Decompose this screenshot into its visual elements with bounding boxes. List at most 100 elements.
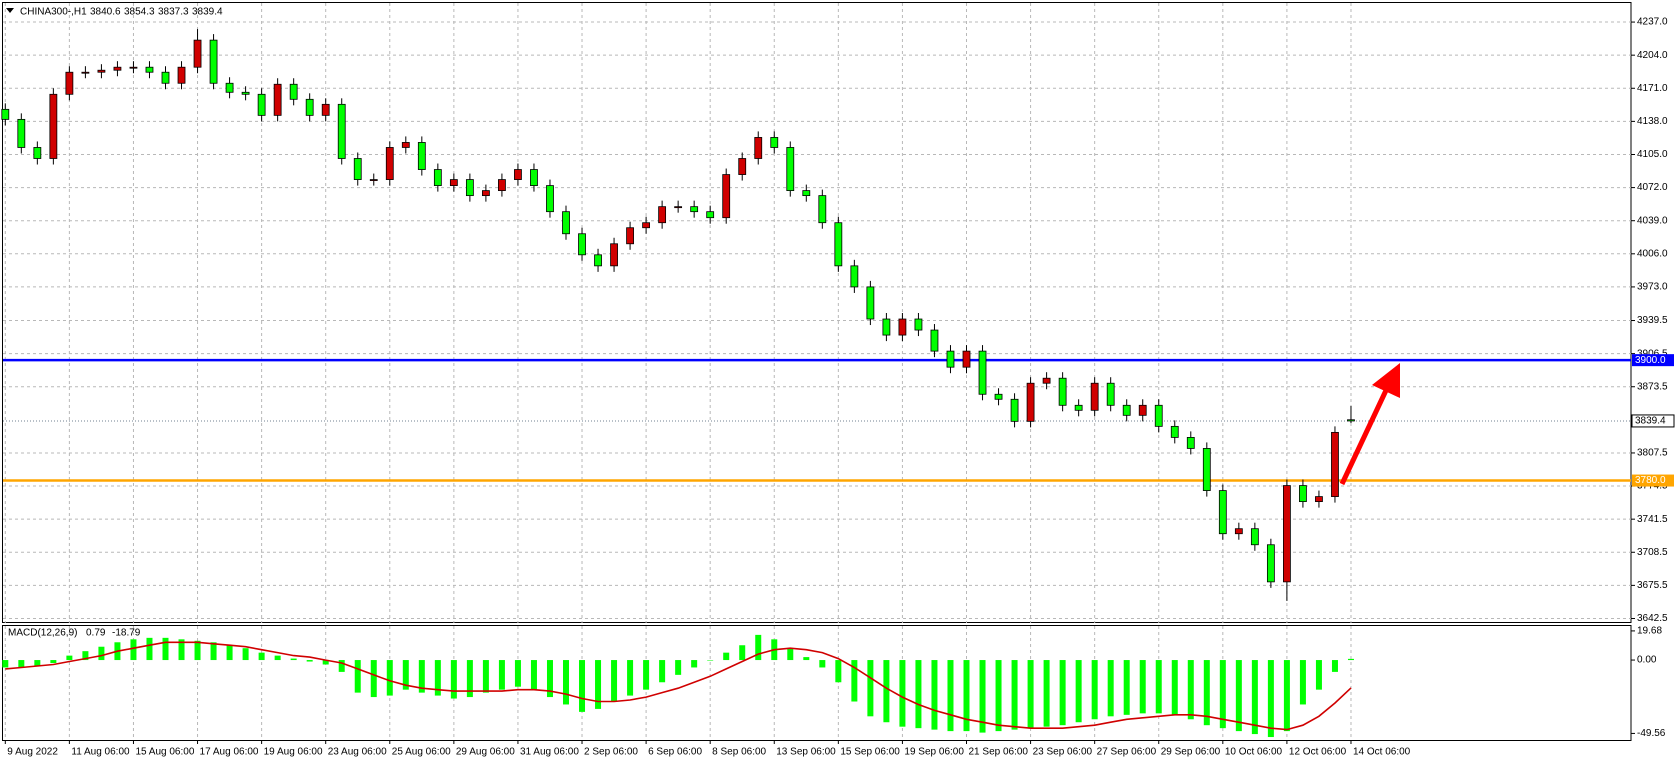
candle-body (433, 169, 442, 186)
candle-body (145, 66, 154, 73)
candle-body (770, 137, 779, 148)
macd-bar (739, 645, 746, 661)
macd-bar (899, 660, 906, 727)
arrow-shaft (1339, 382, 1392, 486)
macd-bar (50, 660, 57, 664)
y-tick-label: 19.68 (1637, 626, 1662, 637)
macd-bar (274, 655, 281, 661)
y-tick-label: 4039.0 (1637, 215, 1668, 226)
y-tick-label: 0.00 (1637, 655, 1657, 666)
candle-body (626, 227, 634, 245)
macd-bar (707, 660, 714, 661)
macd-bar (322, 660, 329, 665)
candle-body (754, 137, 763, 159)
quote-open: 3840.6 (90, 7, 121, 18)
macd-bar (563, 660, 569, 705)
candle-body (241, 91, 250, 95)
signal-value: -18.79 (112, 628, 141, 639)
x-tick-label: 15 Aug 06:00 (135, 747, 194, 758)
candle-body (1154, 404, 1163, 427)
candle-body (722, 174, 731, 219)
candle-body (1, 108, 10, 120)
candle-body (401, 142, 410, 148)
candle-body (113, 66, 122, 71)
macd-title: MACD(12,26,9) (8, 628, 77, 639)
macd-bar (931, 660, 938, 730)
mark-layer (1, 29, 1355, 738)
candle-body (610, 243, 618, 267)
candle-body (930, 329, 939, 352)
candle-body (97, 69, 106, 73)
candle-body (385, 147, 394, 180)
macd-bar (915, 660, 922, 729)
macd-bar (194, 640, 201, 661)
macd-bar (787, 648, 794, 661)
x-tick-label: 15 Sep 06:00 (840, 747, 900, 758)
macd-bar (595, 660, 602, 709)
candle-body (562, 211, 570, 235)
y-tick-label: 4006.0 (1637, 248, 1668, 259)
macd-bar (386, 660, 393, 696)
macd-bar (979, 660, 986, 733)
macd-bar (546, 660, 553, 698)
candle-body (1299, 485, 1307, 503)
candle-body (674, 206, 683, 209)
macd-bar (867, 660, 874, 717)
quote-high: 3854.3 (124, 7, 155, 18)
macd-bar (1075, 660, 1082, 723)
candle-body (1122, 404, 1131, 416)
macd-bar (130, 639, 137, 661)
macd-bar (18, 660, 25, 668)
level-label-box (1632, 474, 1674, 487)
grid-layer: 4237.0 4204.0 4171.0 4138.0 4105.0 4072.0 4039… (3, 3, 1668, 758)
macd-bar (883, 660, 890, 723)
macd-bar (1091, 660, 1098, 720)
macd-bar (402, 660, 409, 690)
macd-bar (1203, 660, 1210, 726)
candle-body (209, 39, 218, 84)
y-tick-label: 3906.5 (1637, 348, 1668, 359)
candle-body (1250, 528, 1259, 546)
macd-bar (146, 637, 153, 661)
macd-bar (2, 660, 9, 668)
candle-body (866, 286, 875, 320)
macd-bar (851, 660, 858, 702)
x-tick-label: 14 Oct 06:00 (1353, 747, 1411, 758)
macd-bar (1315, 660, 1322, 690)
candle-body (658, 206, 667, 224)
macd-bar (755, 634, 762, 661)
candle-body (33, 147, 42, 159)
candle-body (882, 318, 891, 336)
macd-bar (1187, 660, 1194, 720)
x-tick-label: 12 Oct 06:00 (1289, 747, 1347, 758)
candle-body (65, 71, 74, 95)
y-tick-label: 3873.5 (1637, 381, 1668, 392)
menu-triangle[interactable] (6, 8, 14, 13)
macd-bar (1123, 660, 1130, 715)
chart-title: CHINA300-,H1 (20, 7, 87, 18)
arrow-head (1372, 363, 1400, 398)
candle-body (546, 185, 554, 213)
level-label-box (1632, 354, 1674, 367)
macd-bar (1283, 660, 1290, 732)
macd-bar (210, 642, 217, 661)
x-tick-label: 21 Sep 06:00 (969, 747, 1029, 758)
x-tick-label: 6 Sep 06:00 (648, 747, 702, 758)
candle-body (738, 158, 747, 175)
macd-bar (1347, 658, 1354, 661)
candle-body (289, 83, 298, 100)
macd-bar (434, 660, 441, 696)
candle-body (690, 206, 699, 213)
candle-body (1106, 382, 1115, 406)
macd-bar (963, 660, 970, 732)
macd-bar (514, 660, 521, 687)
macd-bar (1235, 660, 1242, 732)
candle-body (193, 39, 202, 68)
y-tick-label: 3939.5 (1637, 315, 1668, 326)
signal-line (5, 641, 1352, 731)
candle-body (305, 98, 314, 116)
candle-body (369, 179, 378, 181)
candle-body (642, 222, 650, 229)
candle-body (81, 71, 90, 74)
